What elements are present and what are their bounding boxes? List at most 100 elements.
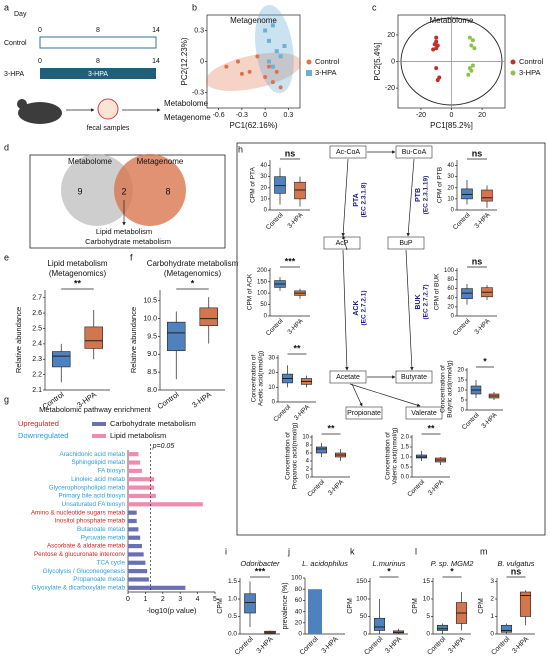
bar <box>128 560 146 565</box>
box <box>315 446 328 454</box>
y-tick-label: 10 <box>423 596 431 603</box>
x-tick-label: Control <box>265 211 285 231</box>
y-tick-label: -20 <box>385 85 395 92</box>
chart-subtitle: (Metagenomics) <box>49 269 107 278</box>
y-axis-label: CPM <box>478 598 485 614</box>
y-tick-label: 9.0 <box>147 351 157 358</box>
bar <box>128 543 142 549</box>
significance: *** <box>285 256 296 266</box>
y-tick-label: TCA cycle <box>97 559 126 566</box>
panel-label: k <box>350 546 355 556</box>
venn-frame <box>29 154 226 249</box>
box <box>84 326 103 349</box>
enzyme-ec: (EC 2.3.1.19) <box>423 176 430 215</box>
pathway-node <box>329 370 367 384</box>
y-axis-label: Valeric acid(nmol/g) <box>392 428 399 485</box>
panel-label: m <box>480 546 488 556</box>
day-tick: 14 <box>152 58 160 65</box>
y-axis-label: Concentration of <box>440 365 447 413</box>
y-tick-label: 0.0 <box>401 475 410 481</box>
day-tick: 14 <box>152 27 160 34</box>
y-tick-label: 10 <box>302 435 309 441</box>
legend-swatch <box>92 422 106 426</box>
bar <box>128 493 156 499</box>
point <box>431 47 436 52</box>
y-tick-label: 100 <box>444 268 455 274</box>
y-tick-label: 50 <box>260 302 267 308</box>
y-tick-label: Amino & nucleotide sugars metab <box>31 509 126 516</box>
chart-title: Lipid metabolism <box>47 259 107 268</box>
threshold-label: p=0.05 <box>152 443 175 450</box>
x-tick-label: 1 <box>143 596 147 603</box>
box <box>244 593 256 614</box>
y-axis-label: PC2(12.23%) <box>180 37 189 85</box>
y-axis-label: Relative abundance <box>129 307 138 373</box>
point <box>247 69 252 74</box>
y-tick-label: Propanoate metab <box>73 576 125 583</box>
point <box>270 64 275 69</box>
y-axis-label: Concentration of <box>385 432 392 480</box>
y-tick-label: 30 <box>447 174 454 180</box>
x-tick-label: Control <box>461 411 481 431</box>
y-axis-label: Propanoic acid(nmol/g) <box>292 423 299 490</box>
y-axis-label: Concentration of <box>285 432 292 480</box>
arrow <box>342 249 349 371</box>
panel-label: d <box>4 142 9 152</box>
y-tick-label: Unsaturated FA biosyn <box>62 501 126 508</box>
y-tick-label: 2 <box>306 467 310 473</box>
confidence-ellipse <box>205 52 302 91</box>
box <box>461 188 473 200</box>
x-tick-label: Control <box>306 478 326 498</box>
y-tick-label: 20 <box>447 185 454 191</box>
y-tick-label: 9.5 <box>147 333 157 340</box>
output-label: Metagenome <box>164 113 211 122</box>
enzyme-ec: (EC 2.3.1.8) <box>361 182 368 217</box>
chart-title: P. sp. MGM2 <box>431 559 475 568</box>
node-label: Bu-CoA <box>402 149 427 156</box>
chart-title: Metagenome <box>230 16 277 25</box>
bar <box>128 518 137 524</box>
y-tick-label: 8 <box>306 443 310 449</box>
y-axis-label: prevalence (%) <box>282 582 289 629</box>
point <box>472 46 477 51</box>
chart-title: Odoribacter <box>240 559 280 568</box>
y-axis-label: CPM of PTB <box>437 167 444 203</box>
output-label: Metabolome <box>164 99 209 108</box>
box <box>481 189 493 202</box>
y-tick-label: 40 <box>447 163 454 169</box>
significance: ns <box>472 148 483 158</box>
chart-title: L.murinus <box>373 559 406 568</box>
significance: ** <box>74 278 82 288</box>
y-tick-label: 15 <box>457 378 464 384</box>
bar <box>128 485 155 490</box>
x-tick-label: Control <box>426 635 447 656</box>
venn-circle <box>61 154 133 226</box>
y-tick-label: 150 <box>257 279 268 285</box>
panel-label: i <box>225 546 227 556</box>
y-tick-label: 100 <box>356 596 367 603</box>
enzyme-name: PTA <box>353 193 360 206</box>
point <box>434 35 439 40</box>
x-tick-label: 3-HPA <box>293 403 312 422</box>
panel-label: h <box>238 144 243 154</box>
y-tick-label: 0 <box>451 208 455 214</box>
panel-label: c <box>372 2 377 12</box>
y-tick-label: 8.0 <box>147 387 157 394</box>
node-label: AcP <box>336 240 349 247</box>
y-tick-label: 0 <box>490 631 494 638</box>
x-tick-label: 3-HPA <box>190 390 213 410</box>
point <box>263 75 268 79</box>
legend-swatch <box>510 59 516 65</box>
venn-set: Metabolome <box>68 157 113 166</box>
y-tick-label: 100 <box>291 575 302 582</box>
bar <box>128 577 149 582</box>
bar <box>128 510 137 515</box>
y-tick-label: 2.3 <box>32 356 42 363</box>
day-tick: 8 <box>96 58 100 65</box>
day-tick: 8 <box>96 27 100 34</box>
venn-note: Carbohydrate metabolism <box>85 237 171 246</box>
point <box>263 28 268 33</box>
y-tick-label: 5 <box>461 398 465 404</box>
legend-label: 3-HPA <box>519 68 541 77</box>
